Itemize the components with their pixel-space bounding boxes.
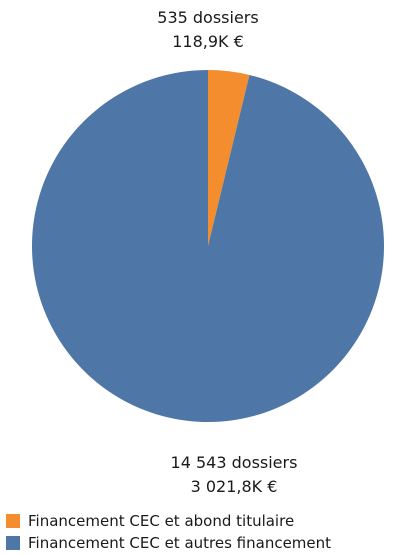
- legend: Financement CEC et abond titulaire Finan…: [6, 510, 331, 554]
- pie-slice-abond: [208, 70, 250, 246]
- pie-slice-autres: [31, 70, 384, 422]
- legend-item-abond: Financement CEC et abond titulaire: [6, 510, 331, 532]
- legend-swatch-orange: [6, 514, 20, 528]
- slice-label-abond-count: 535 dossiers: [157, 8, 259, 27]
- slice-label-autres-count: 14 543 dossiers: [170, 453, 298, 472]
- legend-label-autres: Financement CEC et autres financement: [28, 534, 332, 552]
- slice-label-abond: 535 dossiers 118,9K €: [0, 6, 394, 54]
- slice-label-abond-amount: 118,9K €: [172, 32, 244, 51]
- legend-swatch-blue: [6, 536, 20, 550]
- slice-label-autres: 14 543 dossiers 3 021,8K €: [0, 451, 394, 499]
- slice-label-autres-amount: 3 021,8K €: [190, 477, 278, 496]
- legend-label-abond: Financement CEC et abond titulaire: [28, 512, 295, 530]
- legend-item-autres: Financement CEC et autres financement: [6, 532, 331, 554]
